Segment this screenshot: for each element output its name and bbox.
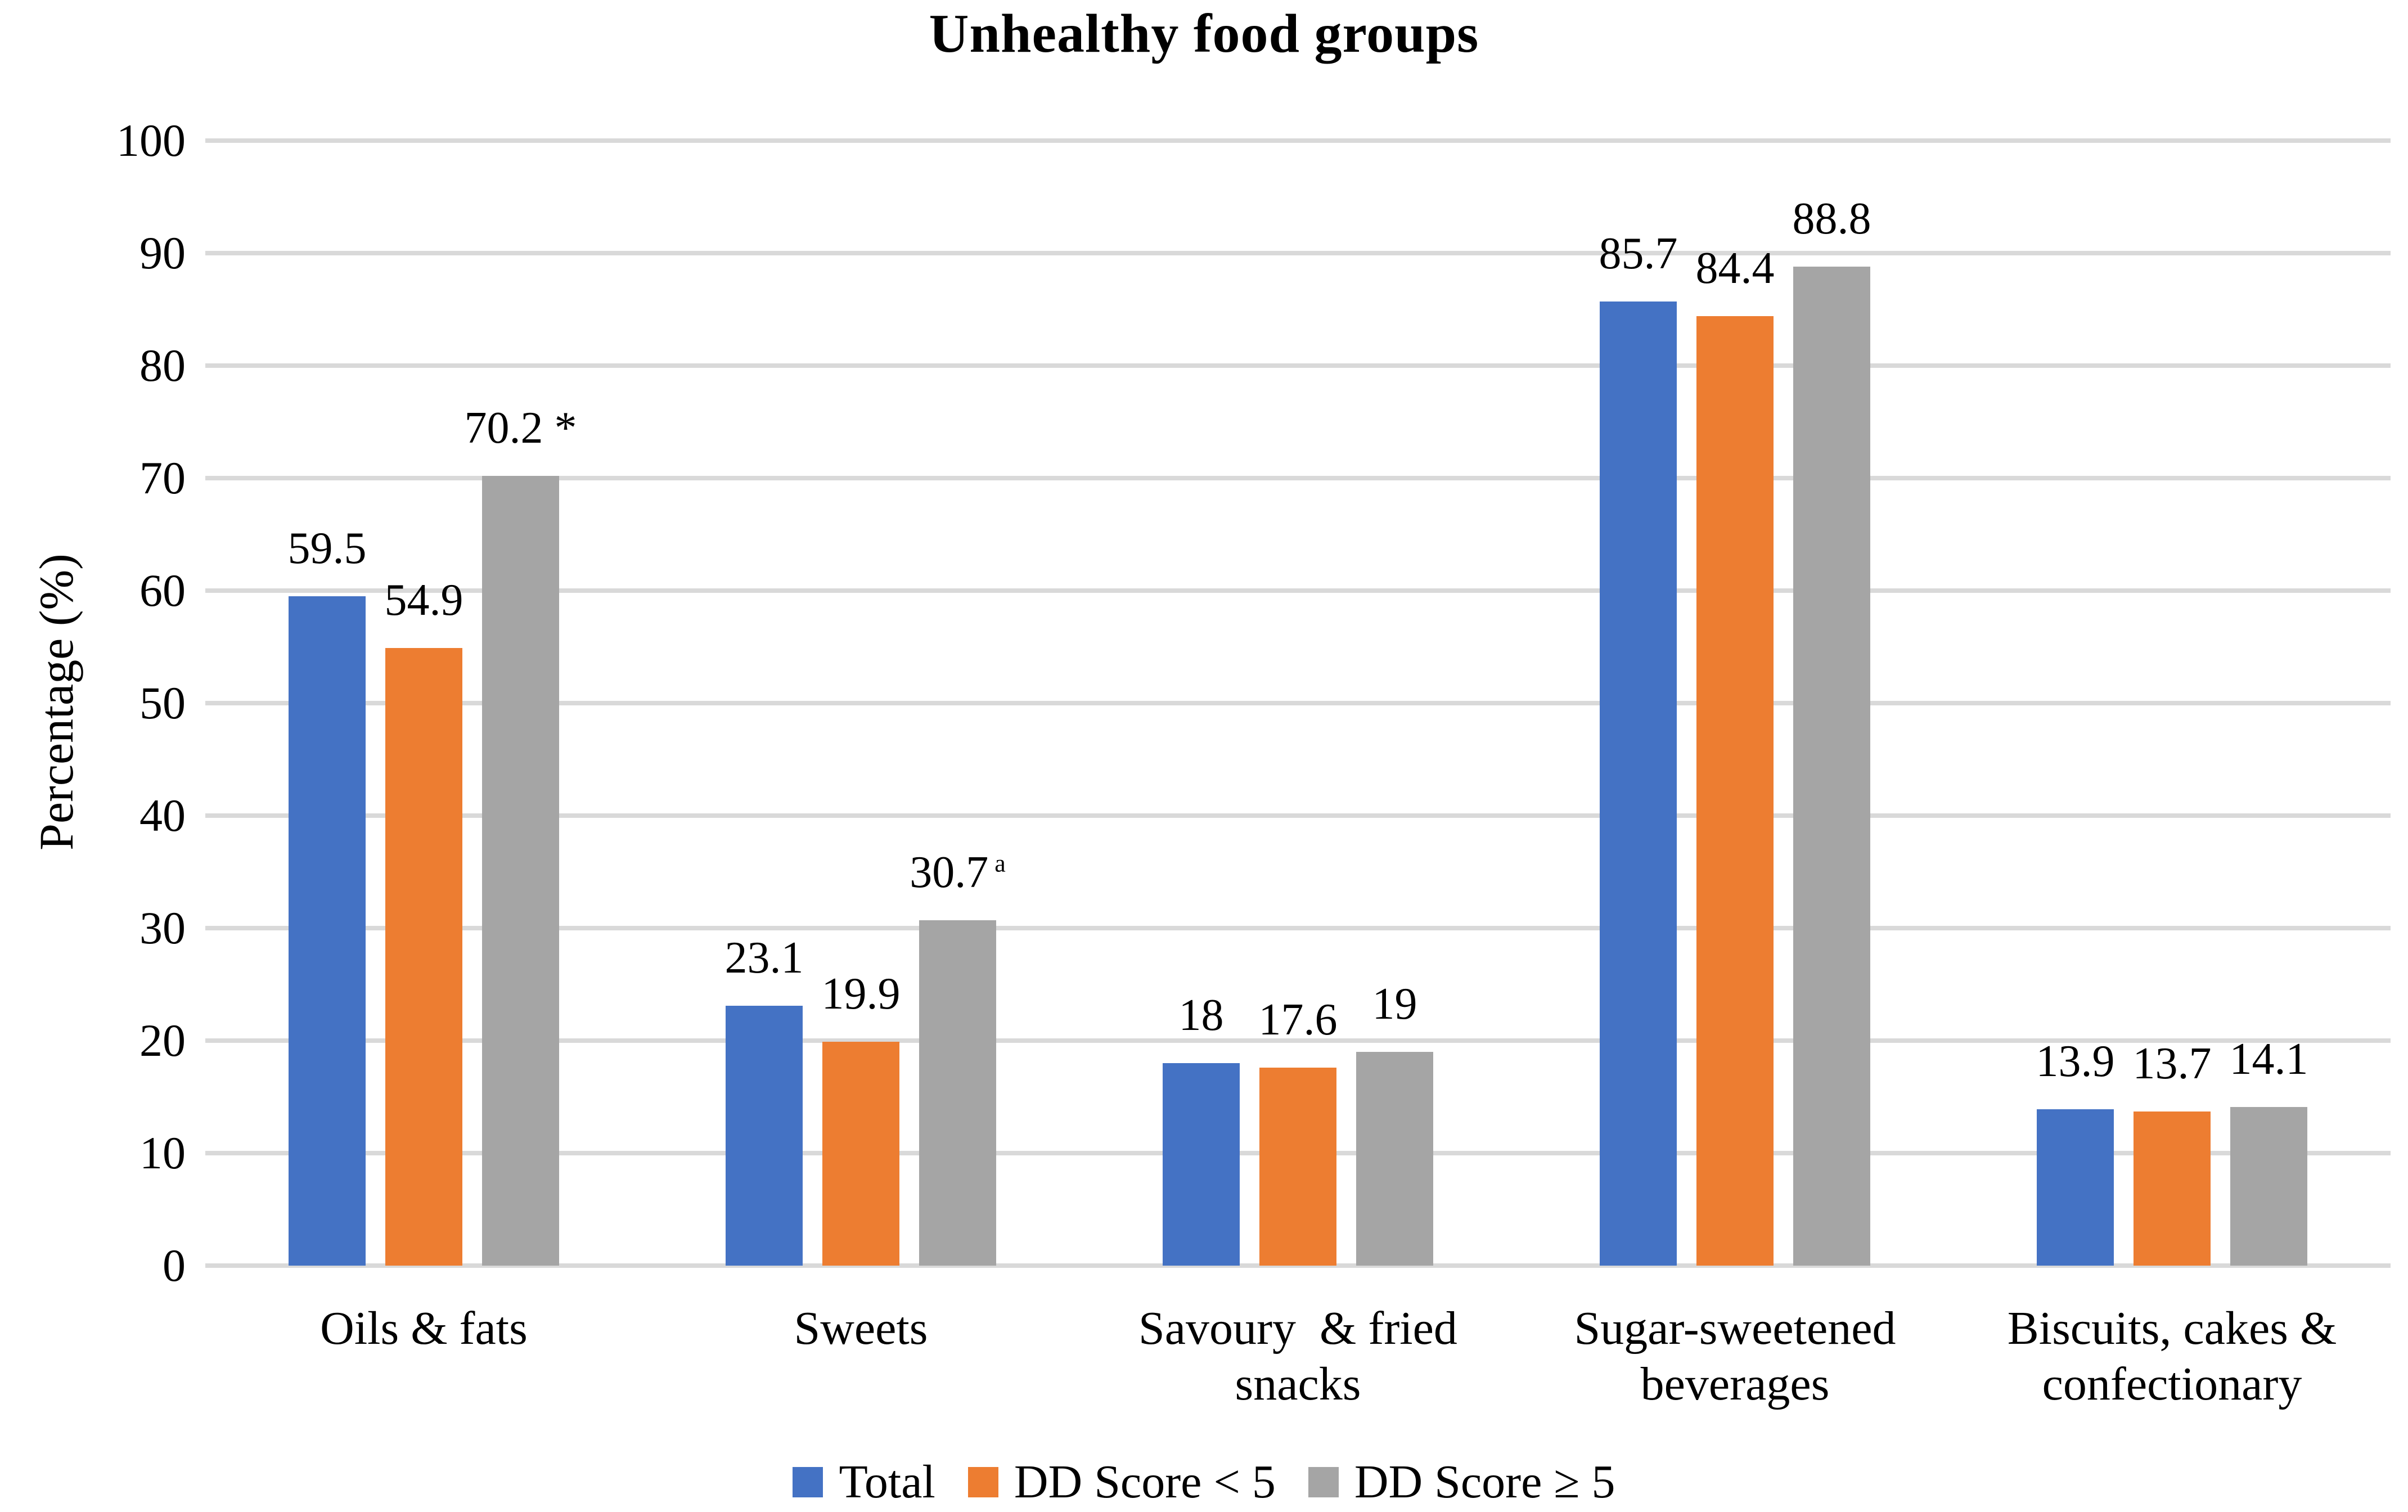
legend-label-total: Total	[839, 1456, 935, 1508]
bar-series-0-category-3	[1600, 302, 1677, 1266]
gridline-y-20	[205, 1038, 2391, 1043]
bar-value-label-series-1-category-1: 19.9	[821, 969, 901, 1019]
bar-series-2-category-3	[1793, 267, 1870, 1266]
bar-series-2-category-1	[919, 920, 996, 1266]
bar-series-1-category-4	[2134, 1112, 2211, 1266]
y-tick-label-40: 40	[139, 790, 186, 841]
legend-swatch-dd-score-gte-5	[1308, 1466, 1339, 1497]
bar-series-0-category-2	[1163, 1063, 1240, 1266]
bar-value-label-series-2-category-1: 30.7 a	[910, 848, 1006, 897]
y-tick-label-50: 50	[139, 677, 186, 728]
y-tick-label-90: 90	[139, 227, 186, 278]
bar-value-label-series-1-category-4: 13.7	[2132, 1039, 2212, 1088]
y-tick-label-0: 0	[163, 1240, 186, 1291]
bar-series-2-category-2	[1356, 1052, 1433, 1266]
gridline-y-50	[205, 701, 2391, 705]
y-tick-label-60: 60	[139, 565, 186, 616]
category-label-2: Savoury & fried snacks	[1138, 1302, 1457, 1411]
gridline-y-0	[205, 1263, 2391, 1268]
category-label-3: Sugar-sweetened beverages	[1574, 1302, 1896, 1411]
bar-value-label-series-2-category-0: 70.2 *	[464, 403, 577, 453]
bar-series-0-category-1	[726, 1006, 803, 1266]
gridline-y-90	[205, 251, 2391, 255]
y-tick-label-10: 10	[139, 1127, 186, 1178]
gridline-y-80	[205, 363, 2391, 368]
bar-value-label-series-1-category-3: 84.4	[1695, 244, 1775, 293]
gridline-y-100	[205, 138, 2391, 143]
bar-value-label-series-2-category-3: 88.8	[1792, 194, 1871, 244]
gridline-y-40	[205, 813, 2391, 818]
bar-series-0-category-4	[2037, 1109, 2114, 1266]
category-label-4: Biscuits, cakes & confectionary	[2007, 1302, 2337, 1411]
y-tick-label-20: 20	[139, 1015, 186, 1066]
bar-value-label-series-0-category-4: 13.9	[2036, 1037, 2115, 1086]
y-tick-label-100: 100	[116, 115, 186, 166]
y-tick-label-30: 30	[139, 902, 186, 953]
legend-swatch-total	[793, 1466, 823, 1497]
bar-value-label-series-0-category-2: 18	[1178, 991, 1224, 1040]
chart-title: Unhealthy food groups	[929, 3, 1479, 64]
bar-series-2-category-4	[2230, 1107, 2307, 1266]
bar-value-label-series-1-category-0: 54.9	[384, 575, 463, 625]
gridline-y-70	[205, 476, 2391, 480]
legend-item-dd-score-gte-5: DD Score ≥ 5	[1308, 1455, 1615, 1509]
plot-area: 59.5 23.1 18 85.7 13.9 54.9 19.9 17.6 84.4 13.7 70…	[205, 138, 2391, 1268]
bar-value-label-series-2-category-4: 14.1	[2229, 1034, 2308, 1084]
category-label-1: Sweets	[794, 1302, 928, 1354]
bar-series-1-category-2	[1259, 1068, 1336, 1266]
legend-swatch-dd-score-lt-5	[967, 1466, 998, 1497]
bar-series-2-category-0	[482, 476, 559, 1266]
legend-item-dd-score-lt-5: DD Score < 5	[967, 1455, 1276, 1509]
y-tick-label-70: 70	[139, 452, 186, 503]
legend-label-dd-score-gte-5: DD Score ≥ 5	[1354, 1456, 1615, 1508]
bar-value-label-series-0-category-0: 59.5	[287, 524, 367, 573]
bar-value-label-series-0-category-3: 85.7	[1599, 229, 1678, 278]
category-label-0: Oils & fats	[320, 1302, 528, 1354]
legend-label-dd-score-lt-5: DD Score < 5	[1014, 1456, 1276, 1508]
bar-value-label-series-1-category-2: 17.6	[1258, 995, 1338, 1045]
bar-series-1-category-1	[822, 1042, 899, 1266]
gridline-y-60	[205, 588, 2391, 593]
chart-legend: Total DD Score < 5 DD Score ≥ 5	[0, 1455, 2408, 1509]
bar-series-1-category-0	[385, 648, 462, 1266]
legend-item-total: Total	[793, 1455, 935, 1509]
bar-value-label-series-0-category-1: 23.1	[724, 933, 804, 983]
bar-value-label-series-2-category-2: 19	[1372, 979, 1417, 1029]
bar-series-1-category-3	[1696, 316, 1774, 1266]
gridline-y-30	[205, 926, 2391, 930]
y-tick-label-80: 80	[139, 340, 186, 391]
bar-series-0-category-0	[289, 596, 366, 1266]
